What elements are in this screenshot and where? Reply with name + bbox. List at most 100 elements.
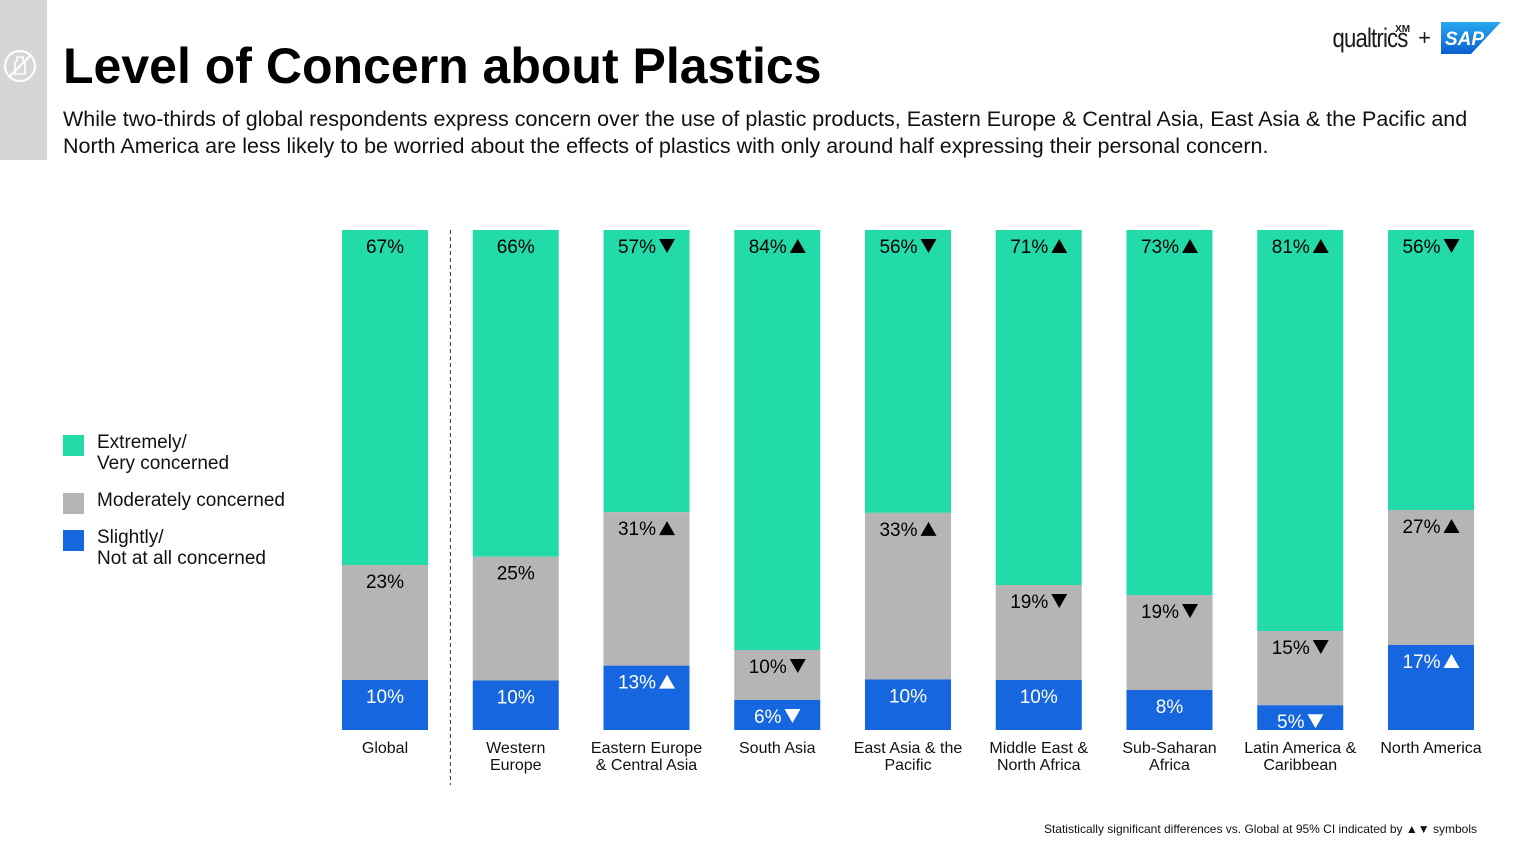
- bar-segment: [995, 680, 1082, 730]
- category-label: Caribbean: [1263, 757, 1337, 774]
- footnote: Statistically significant differences vs…: [1043, 822, 1477, 836]
- category-label: North Africa: [997, 757, 1081, 774]
- up-triangle-icon: [659, 674, 676, 689]
- data-label: 19%: [1010, 592, 1048, 613]
- down-triangle-icon: [1182, 604, 1199, 618]
- data-label: 33%: [879, 520, 917, 541]
- data-label: 25%: [497, 564, 535, 585]
- data-label: 15%: [1272, 638, 1310, 659]
- bar-segment: [995, 230, 1082, 585]
- legend-label: Slightly/: [97, 527, 164, 548]
- legend-item: Slightly/Not at all concerned: [63, 527, 285, 569]
- category-label: Western: [486, 740, 545, 757]
- up-triangle-icon: [789, 239, 806, 253]
- down-triangle-icon: [1443, 239, 1460, 253]
- down-triangle-icon: [1312, 639, 1329, 654]
- category-label: Pacific: [884, 757, 931, 774]
- category-label: Eastern Europe: [591, 740, 702, 757]
- bar-segment: [472, 230, 559, 557]
- data-label: 66%: [497, 237, 535, 258]
- legend-swatch: [63, 435, 84, 456]
- data-label: 23%: [366, 572, 404, 593]
- data-label: 73%: [1141, 237, 1179, 258]
- bar-segment: [342, 230, 428, 565]
- legend-swatch: [63, 493, 84, 514]
- bar-segment: [603, 512, 690, 666]
- sap-logo: SAP: [1441, 22, 1501, 54]
- up-triangle-icon: [1312, 239, 1329, 253]
- bar-segment: [603, 230, 690, 513]
- bar-segment: [1126, 230, 1213, 595]
- data-label: 17%: [1402, 652, 1440, 673]
- bar-segment: [734, 700, 821, 730]
- legend-label: Moderately concerned: [97, 490, 285, 511]
- data-label: 13%: [618, 673, 656, 694]
- data-label: 10%: [1020, 687, 1058, 708]
- legend-item: Extremely/Very concerned: [63, 432, 285, 474]
- data-label: 6%: [754, 707, 782, 728]
- bar-segment: [995, 585, 1082, 680]
- data-label: 31%: [618, 519, 656, 540]
- bar-segment: [1388, 230, 1474, 510]
- bar-segment: [342, 565, 428, 680]
- down-triangle-icon: [1307, 714, 1324, 729]
- data-label: 19%: [1141, 602, 1179, 623]
- bar-segment: [1257, 230, 1344, 631]
- bar-segment: [865, 512, 951, 680]
- legend-swatch: [63, 530, 84, 551]
- bar-segment: [1126, 690, 1213, 730]
- bar-segment: [1388, 510, 1474, 645]
- bar-segment: [1126, 595, 1213, 690]
- data-label: 84%: [749, 237, 787, 258]
- side-tab: [0, 0, 47, 160]
- data-label: 57%: [618, 237, 656, 258]
- category-label: Europe: [490, 757, 542, 774]
- down-triangle-icon: [1051, 594, 1068, 608]
- xm-mark: XM: [1395, 24, 1411, 35]
- data-label: 10%: [497, 687, 535, 708]
- logo: qualtrics XM + SAP: [1316, 20, 1501, 56]
- data-label: 10%: [366, 687, 404, 708]
- page-title: Level of Concern about Plastics: [63, 38, 822, 94]
- bar-segment: [603, 665, 690, 730]
- legend-item: Moderately concerned: [63, 490, 285, 514]
- category-label: Global: [362, 740, 408, 757]
- legend-label: Not at all concerned: [97, 548, 266, 569]
- category-label: Latin America &: [1244, 740, 1356, 757]
- up-triangle-icon: [1051, 239, 1068, 253]
- up-triangle-icon: [1182, 239, 1199, 253]
- category-label: Sub-Saharan: [1122, 740, 1216, 757]
- up-triangle-icon: [920, 521, 937, 536]
- down-triangle-icon: [784, 709, 801, 723]
- category-label: Africa: [1149, 757, 1190, 774]
- bar-segment: [472, 556, 559, 681]
- down-triangle-icon: [920, 239, 937, 253]
- bar-segment: [734, 650, 821, 700]
- bar-segment: [1257, 705, 1344, 730]
- logo-plus: +: [1418, 25, 1431, 50]
- bar-segment: [1257, 630, 1344, 706]
- category-label: North America: [1380, 740, 1481, 757]
- bar-segment: [1388, 645, 1474, 730]
- bar-segment: [472, 680, 559, 730]
- up-triangle-icon: [1443, 519, 1460, 533]
- up-triangle-icon: [1443, 654, 1460, 668]
- data-label: 67%: [366, 237, 404, 258]
- up-triangle-icon: [659, 521, 676, 536]
- data-label: 8%: [1156, 697, 1184, 718]
- svg-text:SAP: SAP: [1445, 29, 1484, 50]
- no-plastic-icon: [4, 50, 36, 82]
- bar-segment: [865, 679, 951, 730]
- data-label: 27%: [1402, 517, 1440, 538]
- category-label: Middle East &: [989, 740, 1088, 757]
- data-label: 10%: [749, 657, 787, 678]
- data-label: 56%: [1402, 237, 1440, 258]
- legend: Extremely/Very concerned Moderately conce…: [63, 432, 285, 585]
- down-triangle-icon: [789, 659, 806, 673]
- qualtrics-logo: qualtrics: [1332, 22, 1408, 53]
- data-label: 71%: [1010, 237, 1048, 258]
- legend-label: Very concerned: [97, 453, 230, 474]
- category-label: & Central Asia: [596, 757, 697, 774]
